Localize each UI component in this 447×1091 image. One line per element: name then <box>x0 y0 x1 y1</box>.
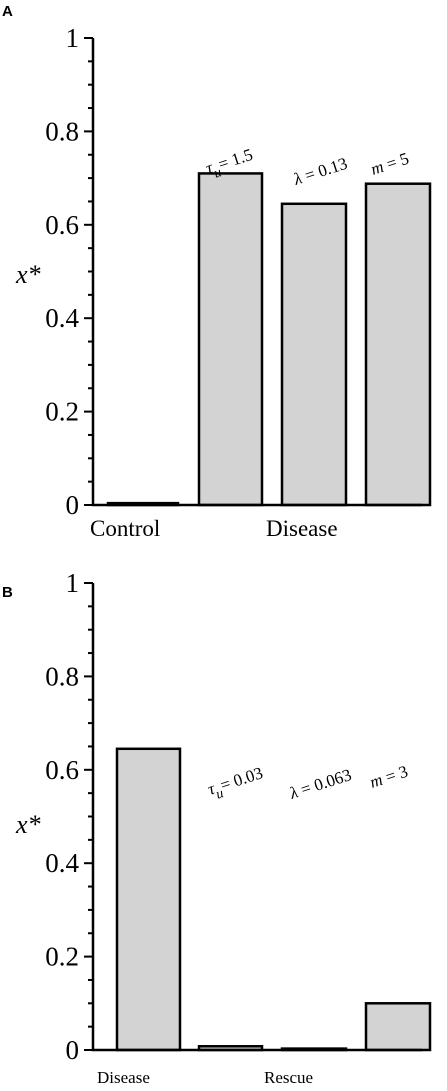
panel-a-ytick-label-0: 0 <box>66 490 80 520</box>
panel-a-annotation-3: m = 5 <box>368 149 411 179</box>
panel-b-bar-0 <box>115 747 182 1052</box>
panel-b-ytick-label-1: 0.2 <box>45 942 79 972</box>
panel-b-ytick-label-5: 1 <box>66 568 80 598</box>
panel-b-ytick-label-3: 0.6 <box>45 755 79 785</box>
panel-b-ytick-label-4: 0.8 <box>45 661 79 691</box>
panel-b-group-label-rescue: Rescue <box>264 1068 313 1087</box>
panel-b-annotation-2: λ = 0.063 <box>286 765 353 803</box>
panel-b-axes <box>91 583 422 1052</box>
panel-b-ytick-label-2: 0.4 <box>45 848 79 878</box>
panel-a-axes <box>91 38 422 507</box>
panel-b-annotation-3: m = 3 <box>367 762 410 792</box>
panel-b-plot: x* 0 0.2 0.4 0.6 0.8 1 τu= 0.03 λ = 0.063 m = 3… <box>15 568 432 1087</box>
panel-a-bar-1 <box>197 172 264 507</box>
panel-a-group-label-control: Control <box>90 516 160 541</box>
panel-a-ytick-label-4: 0.8 <box>45 116 79 146</box>
panel-a-group-label-disease: Disease <box>266 516 338 541</box>
panel-a-ytick-label-3: 0.6 <box>45 210 79 240</box>
panel-letter-b: B <box>2 584 13 601</box>
panel-letter-a: A <box>2 3 13 20</box>
panel-a-annotation-2: λ = 0.13 <box>290 154 349 189</box>
panel-a-ytick-label-5: 1 <box>66 23 80 53</box>
panel-a-ytick-label-2: 0.4 <box>45 303 79 333</box>
panel-a-bar-3 <box>364 182 432 507</box>
panel-b-ytick-label-0: 0 <box>66 1035 80 1065</box>
panel-b-bar-3 <box>364 1002 432 1052</box>
panel-a-plot: x* 00.20.40.60.81 τu= 1.5λ = 0.13 m = 5 C… <box>15 23 432 541</box>
panel-a-ylabel: x* <box>15 260 41 289</box>
panel-b-group-label-disease: Disease <box>97 1068 150 1087</box>
panel-a-ytick-label-1: 0.2 <box>45 397 79 427</box>
panel-b-annotation-1: τu= 0.03 <box>205 763 267 804</box>
panel-a-bar-2 <box>280 202 348 507</box>
panel-b-ylabel: x* <box>15 810 41 839</box>
